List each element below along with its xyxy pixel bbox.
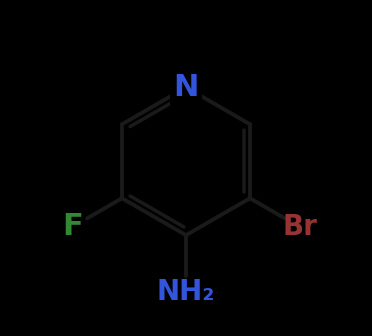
Text: NH₂: NH₂ xyxy=(157,278,215,306)
Text: Br: Br xyxy=(282,213,317,241)
Text: N: N xyxy=(173,73,199,102)
Text: F: F xyxy=(62,212,83,241)
